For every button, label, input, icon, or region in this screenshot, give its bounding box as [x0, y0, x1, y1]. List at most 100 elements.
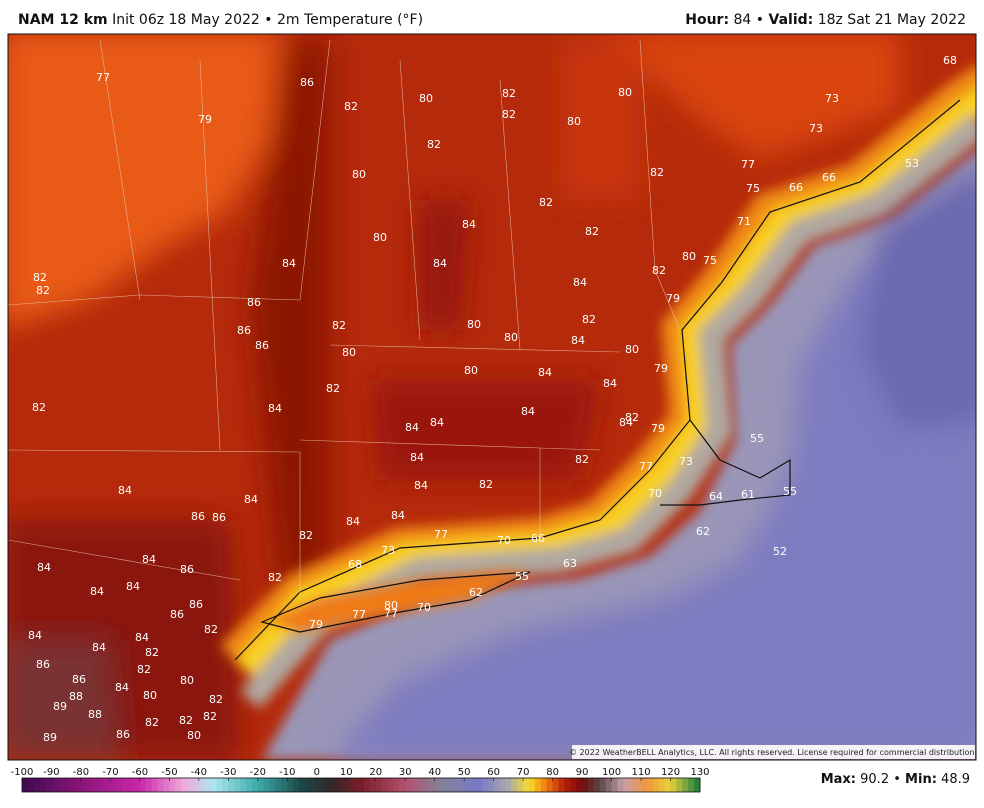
colorbar-segment	[617, 778, 624, 792]
temperature-label: 82	[582, 313, 596, 326]
colorbar-segment	[240, 778, 247, 792]
temperature-label: 77	[384, 607, 398, 620]
temperature-label: 80	[143, 689, 157, 702]
colorbar-segment	[299, 778, 306, 792]
temperature-label: 66	[822, 171, 836, 184]
temperature-label: 86	[180, 563, 194, 576]
temperature-label: 62	[469, 586, 483, 599]
temperature-label: 80	[467, 318, 481, 331]
temperature-label: 80	[384, 599, 398, 612]
temperature-label: 82	[625, 411, 639, 424]
colorbar-segment	[175, 778, 182, 792]
temperature-label: 70	[417, 601, 431, 614]
colorbar-segment	[422, 778, 430, 792]
colorbar-segment	[570, 778, 577, 792]
temperature-label: 80	[180, 674, 194, 687]
colorbar-tick-label: 90	[576, 767, 589, 778]
temperature-label: 82	[652, 264, 666, 277]
colorbar-segment	[358, 778, 365, 792]
colorbar-segment	[487, 778, 495, 792]
colorbar-segment	[493, 778, 501, 792]
colorbar-segment	[369, 778, 377, 792]
temperature-label: 77	[741, 158, 755, 171]
colorbar-segment	[593, 778, 601, 792]
temperature-label: 84	[135, 631, 149, 644]
colorbar-tick-label: -30	[220, 767, 236, 778]
colorbar-segment	[310, 778, 318, 792]
temperature-label: 68	[943, 54, 957, 67]
colorbar-segment	[334, 778, 341, 792]
max-label: Max:	[820, 772, 856, 787]
colorbar-segment	[157, 778, 164, 792]
temperature-label: 82	[479, 478, 493, 491]
colorbar-segment	[658, 778, 666, 792]
colorbar-segment	[529, 778, 536, 792]
colorbar-segment	[151, 778, 159, 792]
temperature-label: 82	[204, 623, 218, 636]
colorbar-segment	[688, 778, 695, 792]
colorbar-segment	[257, 778, 265, 792]
temperature-label: 70	[497, 534, 511, 547]
colorbar-segment	[505, 778, 512, 792]
colorbar-segment	[629, 778, 636, 792]
colorbar-segment	[110, 778, 117, 792]
colorbar-segment	[216, 778, 223, 792]
colorbar-tick-label: 100	[602, 767, 621, 778]
colorbar-tick-label: -10	[279, 767, 295, 778]
colorbar-segment	[558, 778, 565, 792]
temperature-label: 82	[36, 284, 50, 297]
temperature-label: 55	[515, 570, 529, 583]
colorbar-segment	[63, 778, 70, 792]
copyright: © 2022 WeatherBELL Analytics, LLC. All r…	[569, 748, 977, 757]
colorbar-segment	[104, 778, 111, 792]
temperature-label: 82	[344, 100, 358, 113]
colorbar-segment	[523, 778, 530, 792]
colorbar-segment	[287, 778, 294, 792]
colorbar-segment	[275, 778, 282, 792]
colorbar-segment	[641, 778, 648, 792]
hour-label: Hour:	[685, 12, 730, 28]
colorbar-segment	[139, 778, 147, 792]
temperature-label: 86	[237, 324, 251, 337]
temperature-label: 80	[187, 729, 201, 742]
temperature-label: 82	[575, 453, 589, 466]
colorbar-tick-label: 60	[487, 767, 500, 778]
colorbar-segment	[428, 778, 436, 792]
temperature-label: 79	[666, 292, 680, 305]
temperature-label: 84	[410, 451, 424, 464]
colorbar-tick-label: 20	[369, 767, 382, 778]
temperature-label: 80	[464, 364, 478, 377]
temperature-label: 84	[603, 377, 617, 390]
colorbar-segment	[187, 778, 194, 792]
temperature-label: 84	[538, 366, 552, 379]
temperature-label: 82	[137, 663, 151, 676]
colorbar-segment	[470, 778, 477, 792]
colorbar-frame	[21, 777, 701, 793]
colorbar-tick-label: 50	[458, 767, 471, 778]
colorbar-segment	[646, 778, 654, 792]
colorbar-segment	[434, 778, 442, 792]
temperature-label: 71	[737, 215, 751, 228]
temperature-label: 82	[502, 87, 516, 100]
temperature-label: 52	[773, 545, 787, 558]
colorbar-segment	[145, 778, 153, 792]
colorbar-segment	[393, 778, 400, 792]
colorbar-segment	[611, 778, 618, 792]
colorbar-segment	[304, 778, 312, 792]
temperature-label: 82	[145, 716, 159, 729]
temperature-label: 82	[427, 138, 441, 151]
temperature-label: 82	[145, 646, 159, 659]
colorbar-segment	[86, 778, 94, 792]
colorbar-segment	[452, 778, 459, 792]
colorbar-segment	[540, 778, 548, 792]
colorbar-segment	[446, 778, 453, 792]
temperature-label: 84	[28, 629, 42, 642]
temperature-label: 86	[255, 339, 269, 352]
colorbar-segment	[411, 778, 418, 792]
temperature-label: 80	[682, 250, 696, 263]
colorbar-segment	[564, 778, 571, 792]
temperature-label: 84	[90, 585, 104, 598]
colorbar-segment	[75, 778, 82, 792]
valid: 18z Sat 21 May 2022	[817, 12, 966, 28]
temperature-label: 80	[342, 346, 356, 359]
